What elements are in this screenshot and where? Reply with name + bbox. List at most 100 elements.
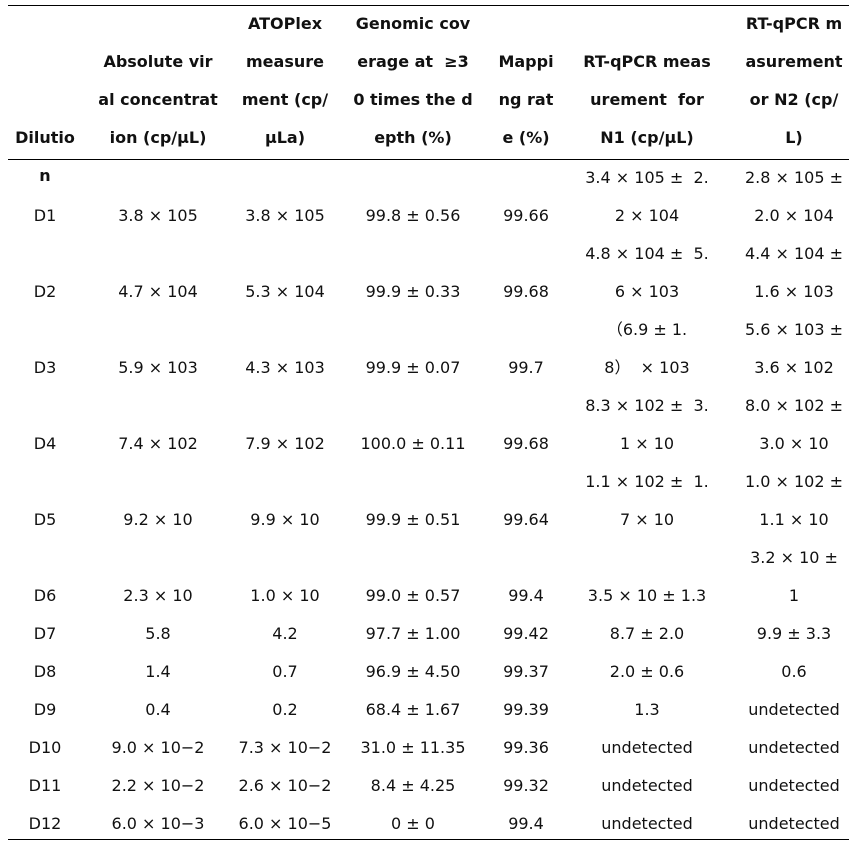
coverage-cell: 99.9 ± 0.33 <box>365 282 461 301</box>
header-cell-absolute: Absolute vir <box>103 52 213 71</box>
header-cell-n1: N1 (cp/μL) <box>600 128 694 147</box>
dilution-cell: D7 <box>33 624 57 643</box>
header-cell-n1: RT-qPCR meas <box>583 52 711 71</box>
n2-measurement-cell: 2.0 × 104 <box>754 206 834 225</box>
n2-measurement-cell: 8.0 × 102 ± <box>744 396 844 415</box>
header-cell-absolute: ion (cp/μL) <box>109 128 207 147</box>
dilution-cell: D5 <box>33 510 57 529</box>
atoplex-cell: 4.3 × 103 <box>245 358 325 377</box>
n1-measurement-cell: 1.3 <box>634 700 660 719</box>
bottom-rule <box>8 839 849 840</box>
mapping-rate-cell: 99.4 <box>508 814 544 833</box>
header-cell-atoplex: ATOPlex <box>247 14 323 33</box>
dilution-cell: D11 <box>28 776 62 795</box>
mapping-rate-cell: 99.66 <box>503 206 549 225</box>
header-rule <box>8 159 849 160</box>
coverage-cell: 0 ± 0 <box>391 814 435 833</box>
coverage-cell: 99.8 ± 0.56 <box>365 206 461 225</box>
n2-measurement-cell: 1.1 × 10 <box>759 510 829 529</box>
header-cell-n1: urement for <box>590 90 704 109</box>
coverage-cell: 96.9 ± 4.50 <box>365 662 461 681</box>
absolute-concentration-cell: 5.9 × 103 <box>118 358 198 377</box>
atoplex-cell: 0.2 <box>272 700 298 719</box>
absolute-concentration-cell: 2.3 × 10 <box>123 586 193 605</box>
header-cell-n2: L) <box>785 128 803 147</box>
coverage-cell: 68.4 ± 1.67 <box>365 700 461 719</box>
mapping-rate-cell: 99.7 <box>508 358 544 377</box>
n2-measurement-cell: 1.6 × 103 <box>754 282 834 301</box>
n1-measurement-cell: 1.1 × 102 ± 1. <box>585 472 709 491</box>
dilution-cell: D10 <box>28 738 62 757</box>
atoplex-cell: 0.7 <box>272 662 298 681</box>
n2-measurement-cell: 5.6 × 103 ± <box>744 320 844 339</box>
top-rule <box>8 5 849 6</box>
dilution-cell: D9 <box>33 700 57 719</box>
mapping-rate-cell: 99.4 <box>508 586 544 605</box>
dilution-cell: D6 <box>33 586 57 605</box>
mapping-rate-cell: 99.68 <box>503 282 549 301</box>
n2-measurement-cell: 3.2 × 10 ± <box>750 548 838 567</box>
n1-measurement-cell: 3.4 × 105 ± 2. <box>585 168 709 187</box>
coverage-cell: 31.0 ± 11.35 <box>360 738 466 757</box>
atoplex-cell: 9.9 × 10 <box>250 510 320 529</box>
mapping-rate-cell: 99.32 <box>503 776 549 795</box>
header-cell-atoplex: μLa) <box>264 128 306 147</box>
dilution-cell: D1 <box>33 206 57 225</box>
n1-measurement-cell: 7 × 10 <box>619 510 675 529</box>
header-cell-coverage: epth (%) <box>374 128 452 147</box>
n1-measurement-cell: undetected <box>601 776 693 795</box>
n1-measurement-cell: 2.0 ± 0.6 <box>609 662 685 681</box>
dilution-cell: D3 <box>33 358 57 377</box>
mapping-rate-cell: 99.64 <box>503 510 549 529</box>
n2-measurement-cell: 4.4 × 104 ± <box>744 244 844 263</box>
absolute-concentration-cell: 2.2 × 10−2 <box>111 776 205 795</box>
coverage-cell: 99.9 ± 0.07 <box>365 358 461 377</box>
absolute-concentration-cell: 7.4 × 102 <box>118 434 198 453</box>
header-cell-atoplex: measure <box>246 52 324 71</box>
n1-measurement-cell: （6.9 ± 1. <box>606 320 688 339</box>
n2-measurement-cell: undetected <box>748 700 840 719</box>
n2-measurement-cell: 2.8 × 105 ± <box>744 168 844 187</box>
n1-measurement-cell: 8.3 × 102 ± 3. <box>585 396 709 415</box>
n2-measurement-cell: 1 <box>788 586 800 605</box>
coverage-cell: 100.0 ± 0.11 <box>360 434 466 453</box>
n1-measurement-cell: 1 × 10 <box>619 434 675 453</box>
mapping-rate-cell: 99.42 <box>503 624 549 643</box>
mapping-rate-cell: 99.37 <box>503 662 549 681</box>
absolute-concentration-cell: 0.4 <box>145 700 171 719</box>
absolute-concentration-cell: 4.7 × 104 <box>118 282 198 301</box>
absolute-concentration-cell: 9.2 × 10 <box>123 510 193 529</box>
n2-measurement-cell: 3.6 × 102 <box>754 358 834 377</box>
header-cell-mapping: Mappi <box>498 52 554 71</box>
coverage-cell: 99.0 ± 0.57 <box>365 586 461 605</box>
atoplex-cell: 7.9 × 102 <box>245 434 325 453</box>
absolute-concentration-cell: 9.0 × 10−2 <box>111 738 205 757</box>
n2-measurement-cell: 9.9 ± 3.3 <box>756 624 832 643</box>
header-cell-n2: or N2 (cp/ <box>749 90 839 109</box>
dilution-cell: D12 <box>28 814 62 833</box>
mapping-rate-cell: 99.36 <box>503 738 549 757</box>
n1-measurement-cell: 6 × 103 <box>614 282 680 301</box>
header-cell-coverage: Genomic cov <box>355 14 471 33</box>
n1-measurement-cell: 3.5 × 10 ± 1.3 <box>587 586 707 605</box>
coverage-cell: 97.7 ± 1.00 <box>365 624 461 643</box>
header-cell-coverage: erage at ≥3 <box>357 52 469 71</box>
header-cell-atoplex: ment (cp/ <box>241 90 329 109</box>
mapping-rate-cell: 99.68 <box>503 434 549 453</box>
coverage-cell: 8.4 ± 4.25 <box>370 776 456 795</box>
mapping-rate-cell: 99.39 <box>503 700 549 719</box>
absolute-concentration-cell: 3.8 × 105 <box>118 206 198 225</box>
header-cell-mapping: ng rat <box>498 90 554 109</box>
n1-measurement-cell: 4.8 × 104 ± 5. <box>585 244 709 263</box>
header-cell-n2: RT-qPCR m <box>745 14 843 33</box>
atoplex-cell: 4.2 <box>272 624 298 643</box>
n2-measurement-cell: 1.0 × 102 ± <box>744 472 844 491</box>
absolute-concentration-cell: 1.4 <box>145 662 171 681</box>
header-cell-dilution: n <box>39 166 51 185</box>
n2-measurement-cell: 3.0 × 10 <box>759 434 829 453</box>
absolute-concentration-cell: 5.8 <box>145 624 171 643</box>
header-cell-coverage: 0 times the d <box>353 90 473 109</box>
dilution-cell: D4 <box>33 434 57 453</box>
atoplex-cell: 1.0 × 10 <box>250 586 320 605</box>
dilution-cell: D2 <box>33 282 57 301</box>
